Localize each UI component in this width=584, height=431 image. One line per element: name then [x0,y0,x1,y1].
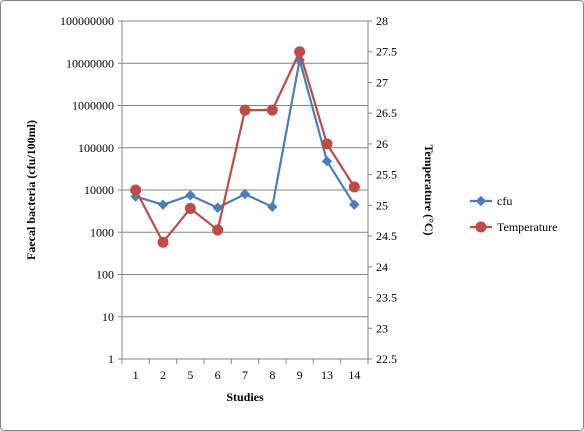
data-point-temperature [239,104,251,116]
data-point-temperature [130,184,142,196]
data-point-temperature [157,236,169,248]
right-tick-label: 23 [376,321,388,335]
left-tick-label: 100000 [78,141,114,155]
right-tick-label: 22.5 [376,352,397,366]
right-tick-label: 24.5 [376,229,397,243]
series-line-temperature [134,50,356,244]
data-point-temperature [266,104,278,116]
data-point-cfu [185,190,196,201]
right-tick-label: 26 [376,137,388,151]
legend-item-cfu: cfu [470,194,512,208]
x-tick-label: 8 [269,368,275,382]
right-tick-label: 27 [376,75,388,89]
x-tick-label: 14 [348,368,360,382]
axes [118,20,372,364]
data-point-temperature [348,181,360,193]
right-tick-label: 23.5 [376,291,397,305]
left-tick-label: 10000 [84,183,114,197]
left-tick-label: 100 [96,268,114,282]
legend-label: cfu [497,194,512,208]
data-point-temperature [294,46,306,58]
right-tick-label: 26.5 [376,106,397,120]
series-temperature [130,46,360,248]
left-tick-label: 10 [102,310,114,324]
y-axis-left-title: Faecal bacteria (cfu/100ml) [24,120,38,260]
series-line-cfu [135,58,356,209]
left-axis-ticks: 1 10 100 1000 10000 100000 1000000 10000000 1000… [60,14,114,366]
legend-label: Temperature [497,220,557,234]
left-tick-label: 1 [108,352,114,366]
right-tick-label: 25.5 [376,168,397,182]
x-tick-label: 5 [187,368,193,382]
x-tick-label: 13 [321,368,333,382]
y-axis-right-title: Temperature (°C) [422,144,436,235]
legend-item-temperature: Temperature [470,220,557,234]
x-axis-ticks: 1 2 5 6 7 8 9 13 14 [133,368,361,382]
left-tick-label: 10000000 [66,56,114,70]
right-tick-label: 25 [376,198,388,212]
data-point-temperature [184,202,196,214]
x-tick-label: 1 [133,368,139,382]
right-axis-ticks: 22.5 23 23.5 24 24.5 25 25.5 26 26.5 27 27.5 28 [376,14,397,366]
right-tick-label: 24 [376,260,388,274]
data-point-cfu [349,199,360,210]
left-tick-label: 100000000 [60,14,114,28]
x-axis-title: Studies [226,390,264,404]
data-point-cfu [267,201,278,213]
x-tick-label: 6 [215,368,221,382]
data-point-cfu [321,156,333,167]
left-tick-label: 1000 [90,225,114,239]
x-tick-label: 7 [242,368,248,382]
x-tick-label: 9 [297,368,303,382]
legend-swatch-marker [475,221,487,233]
data-point-temperature [321,138,333,150]
series-cfu [130,54,360,213]
data-point-cfu [157,199,169,210]
right-tick-label: 27.5 [376,45,397,59]
right-tick-label: 28 [376,14,388,28]
data-point-cfu [239,188,251,200]
data-point-cfu [212,202,223,213]
x-tick-label: 2 [160,368,166,382]
data-point-temperature [212,224,224,236]
left-tick-label: 1000000 [72,99,114,113]
series-layer [130,46,360,248]
legend: cfu Temperature [470,194,557,234]
legend-swatch-marker [475,195,487,207]
